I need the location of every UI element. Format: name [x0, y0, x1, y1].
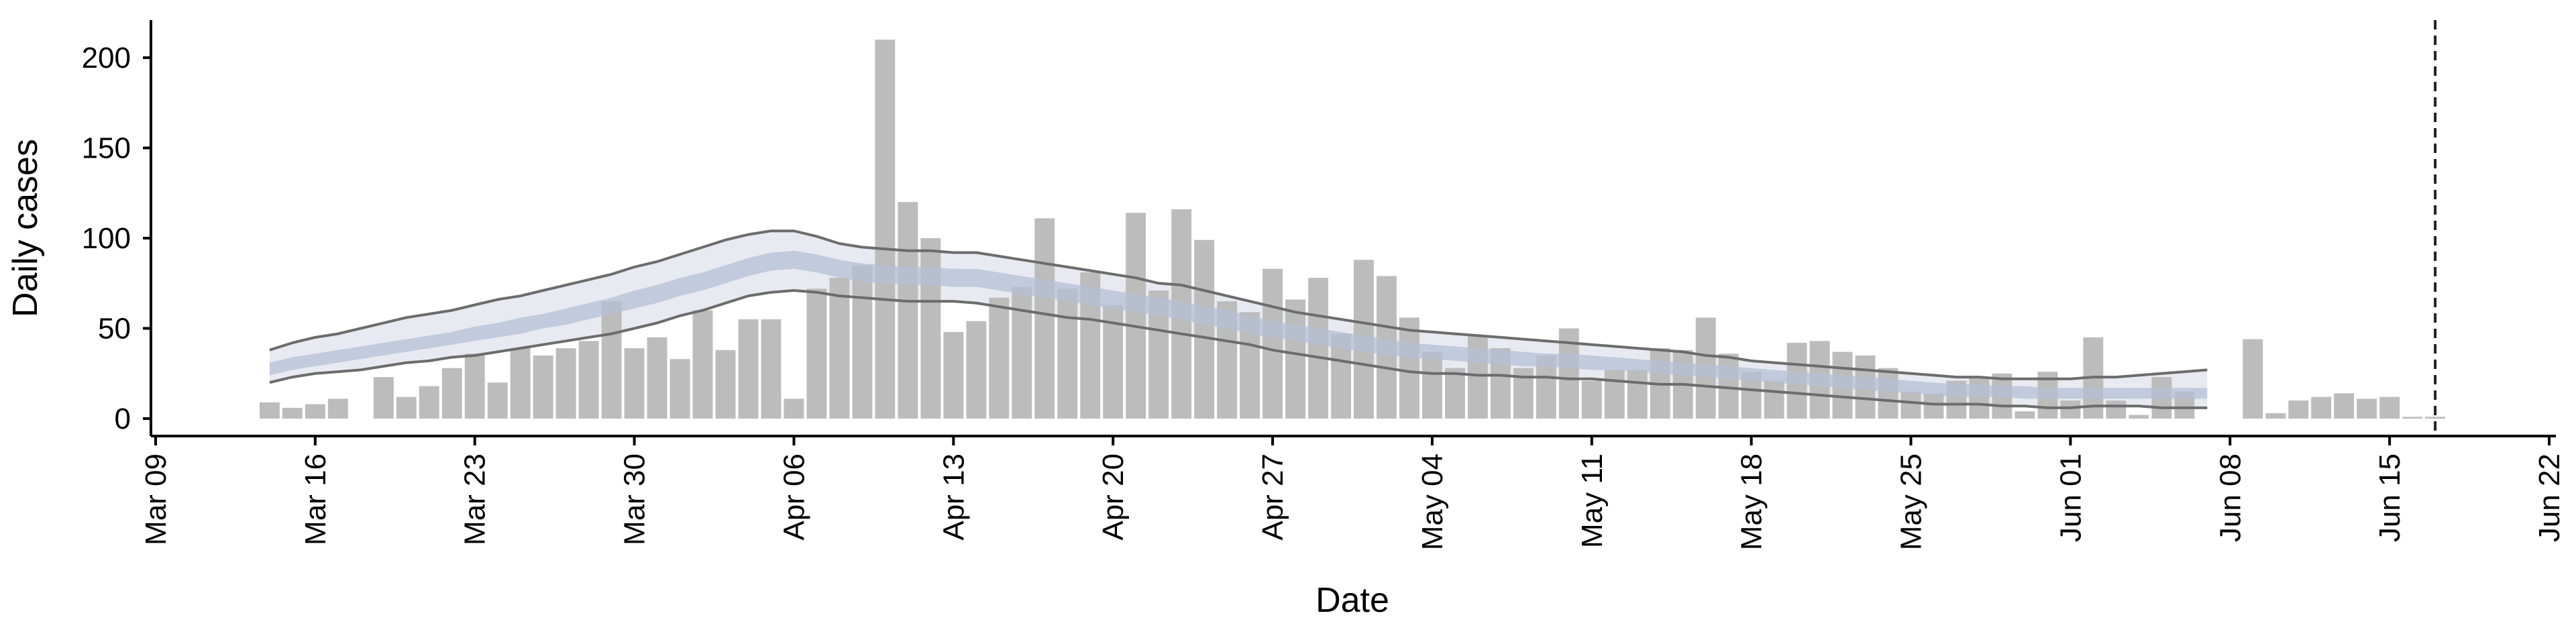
y-tick-label: 150	[82, 132, 131, 165]
x-tick-label: May 11	[1576, 453, 1609, 548]
lower-band-edge	[269, 288, 2208, 409]
y-tick-label: 50	[98, 313, 131, 345]
x-tick-label: May 25	[1895, 453, 1928, 550]
x-tick-label: May 18	[1735, 453, 1768, 550]
bar-mark	[2334, 393, 2355, 419]
bar-mark	[464, 354, 485, 419]
x-axis-label: Date	[1316, 581, 1389, 620]
bar-mark	[829, 278, 850, 419]
bar-mark	[2311, 396, 2332, 419]
bar-mark	[989, 297, 1010, 419]
bar-mark	[2288, 400, 2309, 419]
bar-mark	[1012, 286, 1032, 419]
bar-mark	[441, 368, 462, 419]
bar-mark	[669, 359, 690, 419]
bar-mark	[624, 348, 645, 419]
x-tick-label: Mar 16	[299, 453, 332, 545]
y-tick-label: 200	[82, 42, 131, 74]
bar-mark	[2265, 413, 2286, 419]
bar-mark	[1194, 239, 1215, 419]
bar-mark	[2379, 396, 2400, 419]
bar-mark	[487, 382, 508, 419]
x-tick-label: Apr 13	[937, 453, 970, 541]
y-axis-label: Daily cases	[6, 139, 45, 317]
x-tick-label: Jun 08	[2214, 453, 2247, 542]
bar-mark	[2015, 411, 2035, 419]
bar-mark	[2425, 417, 2445, 419]
bar-mark	[260, 402, 280, 419]
x-tick-label: Mar 30	[619, 453, 651, 545]
upper-band-edge	[269, 229, 2208, 380]
bar-mark	[692, 310, 713, 419]
bar-mark	[555, 348, 576, 419]
bar-mark	[1285, 299, 1305, 419]
bar-mark	[1126, 213, 1146, 419]
bar-mark	[2129, 415, 2149, 419]
bar-mark	[1057, 288, 1078, 419]
x-tick-label: Mar 09	[140, 453, 172, 545]
bar-mark	[875, 40, 896, 419]
bar-mark	[1764, 380, 1784, 419]
bar-mark	[419, 386, 439, 419]
x-tick-label: Jun 15	[2373, 453, 2406, 542]
bar-mark	[715, 350, 736, 419]
x-tick-label: Jun 01	[2054, 453, 2087, 542]
bar-mark	[373, 377, 394, 419]
x-tick-label: Mar 23	[459, 453, 492, 545]
x-tick-label: Apr 06	[778, 453, 811, 541]
bar-mark	[510, 348, 531, 419]
bar-mark	[1581, 380, 1602, 419]
bar-mark	[1923, 393, 1944, 419]
bar-mark	[761, 319, 782, 419]
daily-case-bars	[260, 40, 2445, 419]
bar-mark	[898, 202, 918, 419]
bar-mark	[1422, 352, 1442, 419]
bar-mark	[1308, 278, 1328, 419]
bar-mark	[806, 288, 827, 419]
bar-mark	[282, 407, 303, 419]
y-tick-label: 0	[115, 402, 131, 435]
y-tick-label: 100	[82, 222, 131, 255]
bar-mark	[738, 319, 759, 419]
x-tick-label: Apr 20	[1097, 453, 1130, 541]
bar-mark	[943, 331, 964, 419]
bar-mark	[920, 238, 941, 419]
bar-mark	[1604, 370, 1625, 419]
x-tick-label: May 04	[1416, 453, 1449, 550]
bar-mark	[1900, 391, 1921, 419]
bar-mark	[533, 355, 553, 419]
bar-mark	[601, 301, 622, 419]
bar-mark	[852, 265, 873, 419]
bar-mark	[327, 398, 348, 419]
bar-mark	[784, 398, 804, 419]
x-tick-label: Jun 22	[2533, 453, 2566, 542]
bar-mark	[966, 321, 987, 419]
bar-mark	[2357, 398, 2377, 419]
bar-mark	[1034, 218, 1055, 419]
bar-mark	[2402, 417, 2423, 419]
bar-mark	[2060, 400, 2081, 419]
bar-mark	[1878, 368, 1898, 419]
bar-mark	[305, 404, 325, 419]
bar-mark	[1399, 317, 1419, 419]
bar-mark	[1627, 370, 1648, 419]
forecast-start-marker	[269, 20, 2437, 436]
bar-mark	[647, 337, 667, 419]
bar-mark	[1263, 268, 1283, 419]
bar-mark	[2243, 339, 2263, 419]
bar-mark	[2106, 400, 2127, 419]
axes: 0 50 100 150 200 Mar 09 Mar 16 Mar 23 Mar 30 Apr …	[82, 20, 2566, 550]
bar-mark	[1969, 377, 1990, 419]
bar-mark	[396, 396, 417, 419]
x-tick-label: Apr 27	[1256, 453, 1289, 541]
inner-band	[269, 250, 2208, 399]
bar-mark	[578, 341, 599, 419]
bar-mark	[1445, 368, 1465, 419]
